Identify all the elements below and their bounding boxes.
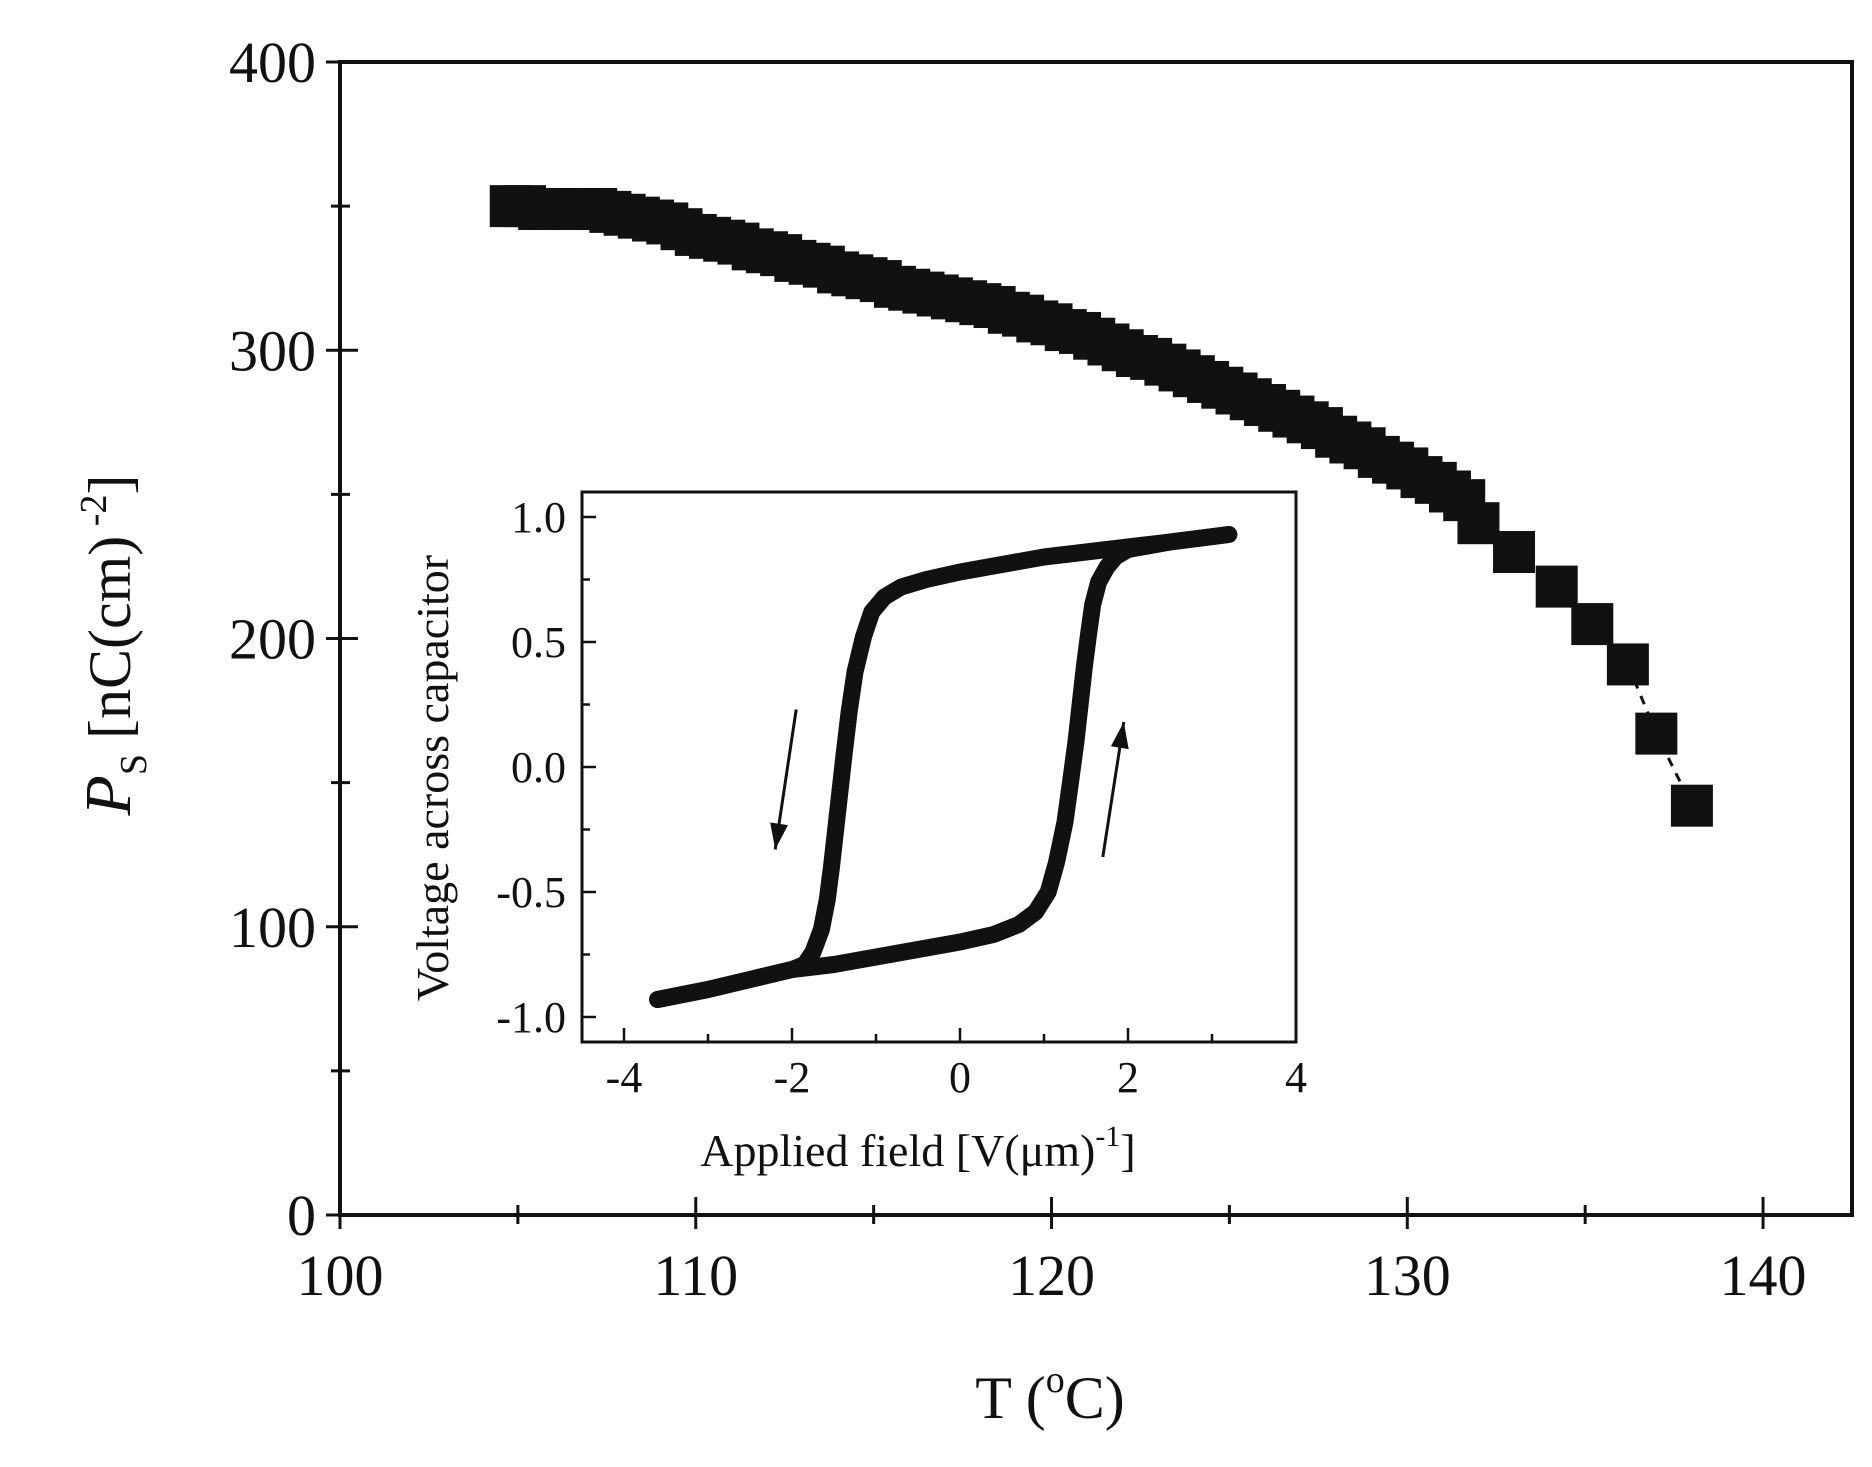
- main-y-axis-label: PS [nC(cm) -2]: [72, 475, 155, 817]
- inset-y-tick-label: 0.5: [511, 618, 566, 667]
- x-label-degree-sup: o: [1046, 1359, 1065, 1401]
- x-tick-label: 120: [1008, 1243, 1095, 1308]
- y-tick-label: 100: [229, 895, 316, 960]
- ps-data-point: [1606, 643, 1649, 686]
- y-tick-label: 400: [229, 30, 316, 95]
- y-label-unit: [nC(cm): [77, 536, 143, 754]
- sweep-arrow-head: [770, 822, 788, 850]
- hysteresis-ascending-branch: [649, 526, 1238, 1008]
- inset-y-tick-label: -1.0: [496, 993, 566, 1042]
- inset-x-label-sup: -1: [1095, 1120, 1120, 1153]
- ps-data-point: [1670, 784, 1713, 827]
- y-label-bracket: ]: [77, 475, 143, 495]
- inset-x-tick-label: -4: [606, 1053, 643, 1102]
- y-label-superscript: -2: [73, 495, 115, 536]
- inset-y-tick-label: -0.5: [496, 868, 566, 917]
- axis-labels: T (oC)PS [nC(cm) -2]Applied field [V(μm)…: [72, 475, 1136, 1431]
- inset-x-tick-label: 4: [1285, 1053, 1307, 1102]
- inset-x-tick-label: 0: [949, 1053, 971, 1102]
- inset-x-label-base: Applied field [V(μm): [700, 1125, 1095, 1176]
- ps-data-point: [1457, 502, 1500, 545]
- x-label-unit: C): [1065, 1365, 1125, 1431]
- ps-data-point: [1493, 531, 1536, 574]
- y-tick-label: 300: [229, 318, 316, 383]
- y-label-subscript: S: [113, 754, 155, 775]
- sweep-arrow-up: [1101, 721, 1129, 858]
- main-data-marks: [489, 185, 1713, 827]
- x-tick-label: 130: [1364, 1243, 1451, 1308]
- y-tick-label: 200: [229, 607, 316, 672]
- y-label-symbol: P: [72, 775, 145, 816]
- sweep-arrow-head: [1110, 722, 1129, 750]
- ps-data-point: [1535, 565, 1578, 608]
- inset-x-tick-label: 2: [1117, 1053, 1139, 1102]
- inset-x-tick-label: -2: [774, 1053, 811, 1102]
- x-label-base: T (: [975, 1365, 1046, 1431]
- inset-y-tick-label: 1.0: [511, 493, 566, 542]
- ps-data-point: [1571, 603, 1614, 646]
- x-tick-label: 140: [1720, 1243, 1807, 1308]
- main-x-axis-label: T (oC): [975, 1359, 1125, 1431]
- inset-x-axis-label: Applied field [V(μm)-1]: [700, 1120, 1135, 1176]
- inset-y-tick-label: 0.0: [511, 743, 566, 792]
- inset-y-axis-label: Voltage across capacitor: [407, 555, 458, 1001]
- ps-data-point: [1635, 712, 1678, 755]
- sweep-arrow-down: [770, 709, 798, 850]
- y-tick-label: 0: [287, 1183, 316, 1248]
- x-tick-label: 100: [297, 1243, 384, 1308]
- x-tick-label: 110: [653, 1243, 738, 1308]
- inset-x-label-bracket: ]: [1120, 1125, 1135, 1176]
- inset-data-marks: [649, 526, 1238, 1008]
